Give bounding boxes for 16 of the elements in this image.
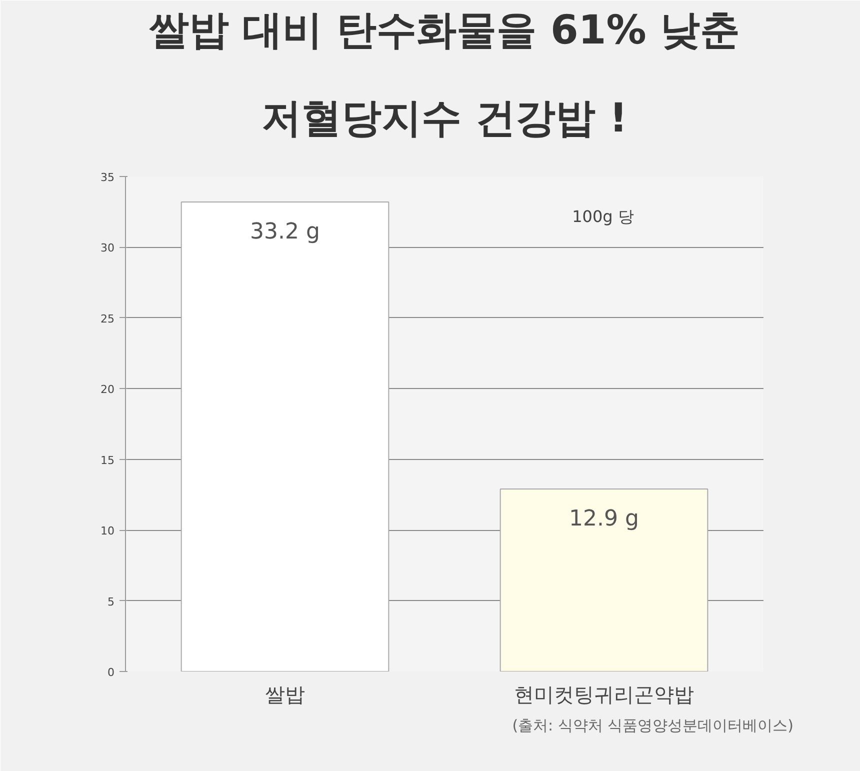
y-tick-label: 5	[108, 595, 114, 608]
data-label: 33.2 g	[250, 219, 320, 244]
y-tick-label: 15	[100, 454, 115, 467]
y-tick-label: 35	[100, 171, 115, 184]
annotation: 100g 당	[572, 207, 634, 226]
y-tick-label: 10	[100, 524, 115, 538]
text: (출처: 식약처 식품영양성분데이터베이스)	[512, 716, 794, 734]
y-tick-label: 25	[100, 312, 115, 326]
x-tick-label: 쌀밥	[265, 682, 305, 706]
x-tick-label: 현미컷팅귀리곤약밥	[514, 682, 694, 706]
chart-title: 쌀밥 대비 탄수화물을 61% 낮춘	[148, 8, 740, 54]
data-label: 12.9 g	[569, 506, 639, 532]
chart-subtitle: 저혈당지수 건강밥 !	[261, 96, 628, 142]
y-tick-label: 20	[100, 383, 115, 396]
y-tick-label: 0	[108, 666, 114, 679]
y-tick-label: 30	[100, 242, 115, 255]
